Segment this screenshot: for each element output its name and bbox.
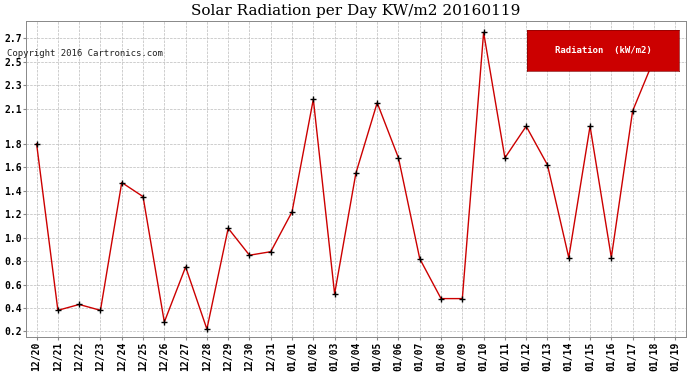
Title: Solar Radiation per Day KW/m2 20160119: Solar Radiation per Day KW/m2 20160119 xyxy=(191,4,520,18)
Text: Copyright 2016 Cartronics.com: Copyright 2016 Cartronics.com xyxy=(7,49,163,58)
